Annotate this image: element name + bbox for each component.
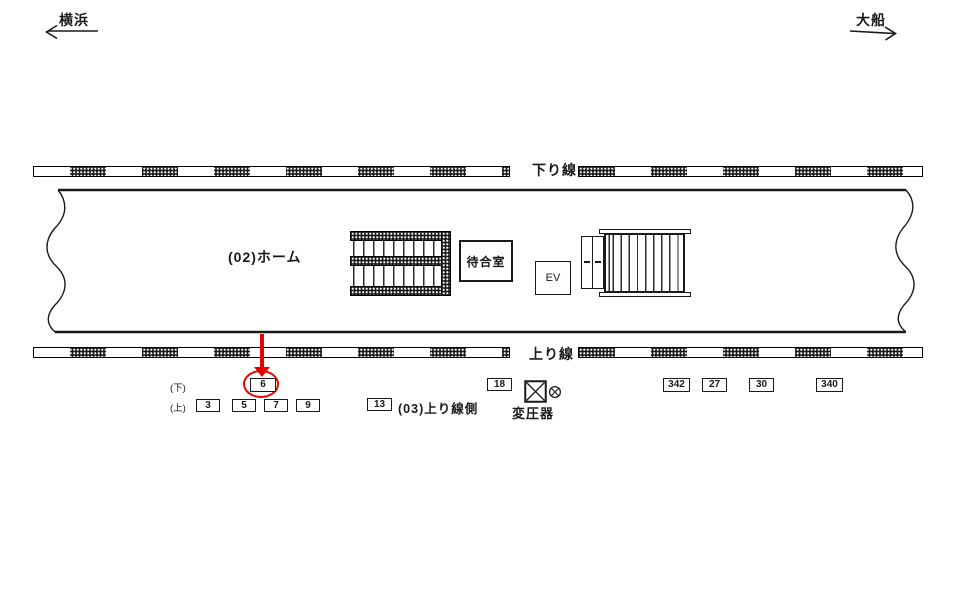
board-13: 13 xyxy=(367,398,392,411)
up-line-label: 上り線 xyxy=(529,346,574,362)
direction-right-station: 大船 xyxy=(856,12,886,28)
board-7: 7 xyxy=(264,399,288,412)
right-arrow-icon xyxy=(849,26,897,41)
up-line-track-left xyxy=(33,347,510,358)
stairs-body xyxy=(604,233,685,293)
up-line-track-right xyxy=(578,347,923,358)
board-342: 342 xyxy=(663,378,690,392)
board-3: 3 xyxy=(196,399,220,412)
stairs-landing xyxy=(581,236,604,289)
up-line-side-label: (03)上り線側 xyxy=(398,402,479,416)
platform-outline xyxy=(46,188,915,334)
escalator-rail-middle xyxy=(350,256,442,266)
transformer-label: 変圧器 xyxy=(512,406,555,421)
handrail-mark-left xyxy=(584,261,590,263)
up-row-label: (上) xyxy=(170,403,186,414)
left-arrow-icon xyxy=(44,24,98,40)
boxed-x-icon xyxy=(524,380,547,403)
board-27: 27 xyxy=(702,378,727,392)
escalator-steps-lower xyxy=(353,265,439,288)
direction-left-station: 横浜 xyxy=(59,12,89,28)
board-340: 340 xyxy=(816,378,843,392)
ellipse-highlight xyxy=(243,370,279,398)
escalator-rail-top xyxy=(350,231,451,241)
board-18: 18 xyxy=(487,378,512,391)
stairs-landing-divider xyxy=(591,237,593,288)
down-line-track-left xyxy=(33,166,510,177)
waiting-room-box: 待合室 xyxy=(459,240,513,282)
board-9: 9 xyxy=(296,399,320,412)
down-line-track-right xyxy=(578,166,923,177)
escalator-rail-end xyxy=(441,231,451,296)
down-arrow-icon xyxy=(260,334,264,368)
escalator-rail-bottom xyxy=(350,286,451,296)
down-line-label: 下り線 xyxy=(532,162,577,178)
elevator-box: EV xyxy=(535,261,571,295)
escalator-steps-upper xyxy=(353,240,439,258)
handrail-mark-right xyxy=(595,261,601,263)
circled-times-icon xyxy=(548,385,562,399)
down-row-label: (下) xyxy=(170,383,186,394)
platform-label: (02)ホーム xyxy=(228,249,302,265)
board-6: 6 xyxy=(250,378,276,392)
board-30: 30 xyxy=(749,378,774,392)
board-5: 5 xyxy=(232,399,256,412)
